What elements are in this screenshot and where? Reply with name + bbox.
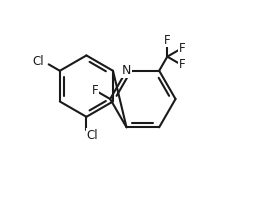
Text: Cl: Cl xyxy=(86,129,98,142)
Text: Cl: Cl xyxy=(32,55,43,68)
Text: F: F xyxy=(164,33,171,47)
Text: F: F xyxy=(91,84,98,97)
Text: F: F xyxy=(178,58,185,71)
Text: F: F xyxy=(178,42,185,55)
Text: N: N xyxy=(122,64,131,77)
